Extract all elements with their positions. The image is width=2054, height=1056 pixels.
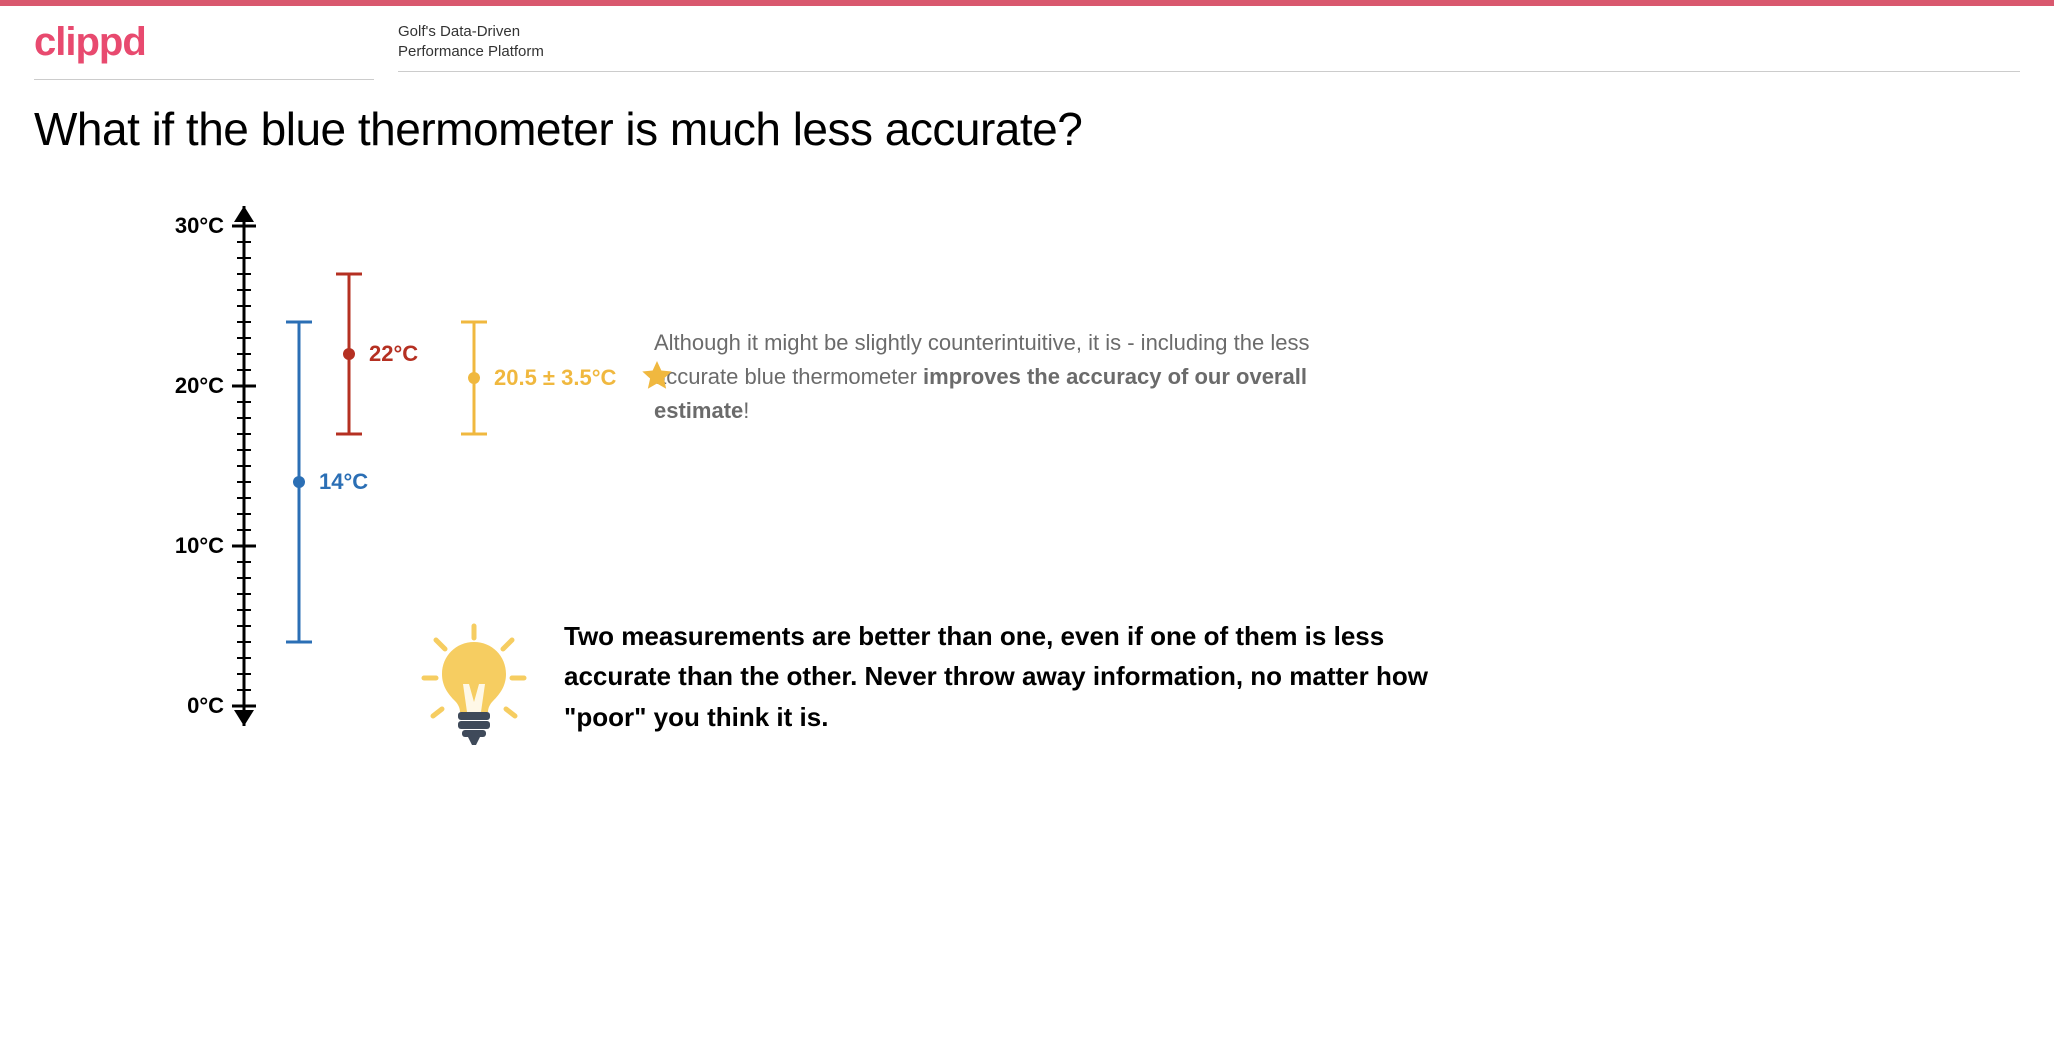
takeaway-text: Two measurements are better than one, ev… xyxy=(564,616,1474,737)
series-label-blue: 14°C xyxy=(319,469,368,495)
lightbulb-icon xyxy=(414,616,534,750)
axis-tick-label: 0°C xyxy=(154,693,224,719)
content-area: 30°C 20°C 10°C 0°C 14°C 22°C 20.5 ± 3.5°C xyxy=(0,156,2054,756)
tagline-line-1: Golf's Data-Driven xyxy=(398,22,2020,42)
axis-tick-label: 20°C xyxy=(154,373,224,399)
logo-block: clippd xyxy=(34,20,374,80)
axis-tick-label: 10°C xyxy=(154,533,224,559)
series-label-red: 22°C xyxy=(369,341,418,367)
axis-tick-label: 30°C xyxy=(154,213,224,239)
explain-post: ! xyxy=(743,398,749,423)
header: clippd Golf's Data-Driven Performance Pl… xyxy=(0,6,2054,80)
brand-logo: clippd xyxy=(34,20,374,65)
thermometer-chart: 30°C 20°C 10°C 0°C 14°C 22°C 20.5 ± 3.5°C xyxy=(34,196,644,756)
series-label-yellow: 20.5 ± 3.5°C xyxy=(494,365,616,391)
explanation-text: Although it might be slightly counterint… xyxy=(654,326,1374,428)
tagline-line-2: Performance Platform xyxy=(398,42,2020,62)
star-icon xyxy=(639,358,675,399)
tagline: Golf's Data-Driven Performance Platform xyxy=(398,20,2020,72)
page-title: What if the blue thermometer is much les… xyxy=(0,80,2054,156)
takeaway-row: Two measurements are better than one, ev… xyxy=(414,616,1474,750)
